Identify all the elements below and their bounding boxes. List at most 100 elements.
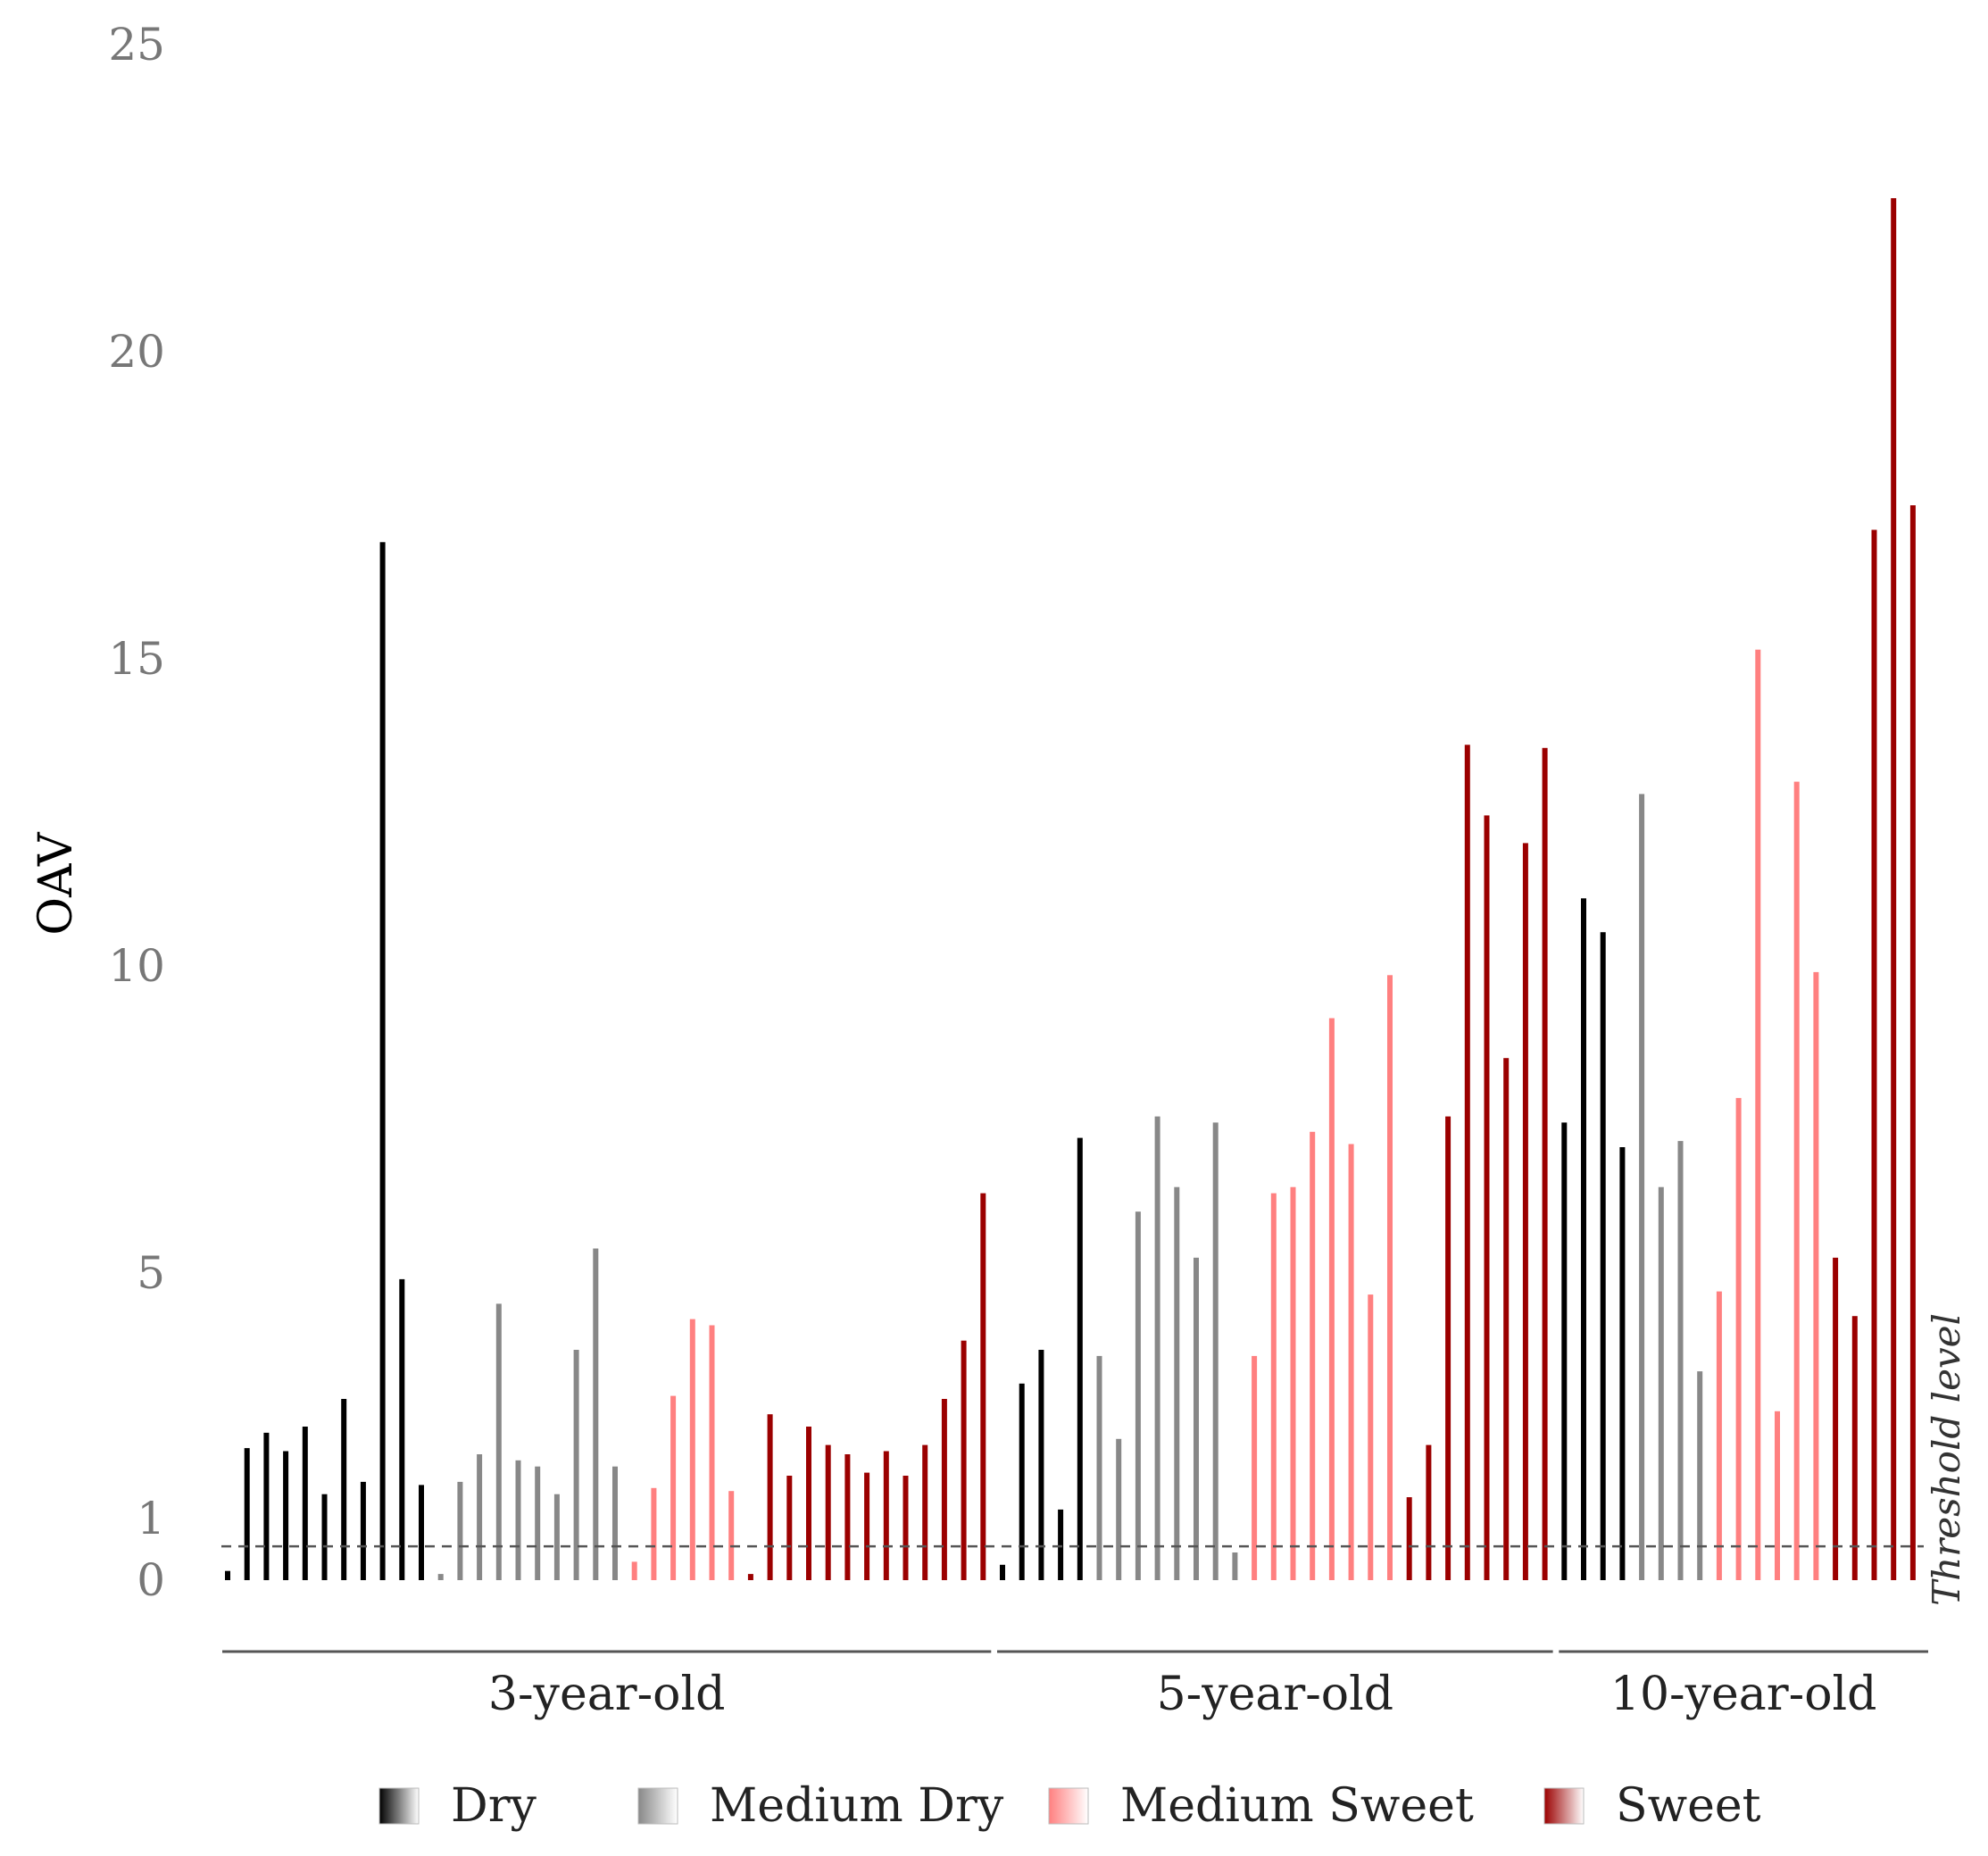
threshold: Threshold level [221, 1313, 1968, 1606]
bar [515, 1460, 521, 1580]
bar [1387, 975, 1393, 1580]
bar [1406, 1497, 1412, 1580]
y-tick-label: 1 [137, 1493, 165, 1544]
bar [1252, 1355, 1258, 1580]
bar [1851, 1316, 1858, 1580]
bar [1212, 1122, 1219, 1580]
bar [477, 1454, 483, 1580]
bar [1194, 1257, 1199, 1580]
bar [1484, 815, 1490, 1580]
bar [1793, 781, 1800, 1580]
bar [341, 1399, 347, 1580]
bar [689, 1319, 695, 1580]
legend-label: Sweet [1616, 1779, 1761, 1833]
bar [903, 1476, 909, 1580]
bar [709, 1325, 715, 1580]
bar [1639, 794, 1645, 1580]
bar [244, 1448, 250, 1580]
y-tick-label: 15 [108, 633, 165, 685]
legend: Dry Medium Dry Medium Sweet Sweet [378, 1779, 1761, 1833]
bar [1891, 198, 1897, 1580]
y-tick-label: 0 [137, 1554, 165, 1606]
bar [728, 1491, 735, 1580]
bar [1677, 1141, 1684, 1580]
bar [379, 542, 386, 1580]
bar [1600, 932, 1606, 1580]
bar [1096, 1355, 1102, 1580]
bar [360, 1481, 366, 1580]
bar [1755, 649, 1761, 1581]
bar [593, 1248, 599, 1580]
group-label: 10-year-old [1610, 1668, 1877, 1721]
threshold-label: Threshold level [1925, 1313, 1968, 1606]
bar [612, 1466, 618, 1580]
bar [495, 1303, 502, 1580]
legend-label: Dry [451, 1779, 537, 1833]
bar [786, 1476, 793, 1580]
bar [1328, 1018, 1335, 1580]
bar [1426, 1444, 1432, 1580]
bar [1135, 1211, 1141, 1580]
bar [225, 1570, 230, 1580]
bar [573, 1350, 579, 1580]
bar [922, 1444, 928, 1580]
bar [1019, 1383, 1025, 1580]
bar [553, 1494, 560, 1580]
legend-label: Medium Sweet [1120, 1779, 1474, 1833]
bar [1174, 1186, 1180, 1580]
y-tick-label: 25 [108, 19, 165, 71]
bar [1000, 1564, 1005, 1580]
bar [283, 1451, 289, 1580]
y-axis-title: OAV [29, 831, 83, 936]
bar [1077, 1137, 1083, 1580]
bar [457, 1481, 463, 1580]
bar [651, 1487, 657, 1580]
bar [263, 1432, 270, 1580]
bar [1348, 1144, 1354, 1580]
bar [1522, 843, 1528, 1580]
group-brackets: 3-year-old 5-year-old 10-year-old [222, 1650, 1928, 1721]
bar [1619, 1147, 1626, 1580]
bar [1058, 1509, 1064, 1580]
bar [1833, 1257, 1839, 1580]
bars [225, 198, 1916, 1581]
legend-swatch [637, 1787, 678, 1825]
bar [302, 1427, 308, 1580]
bar [1154, 1116, 1160, 1580]
legend-swatch [378, 1787, 420, 1825]
bar [1813, 971, 1819, 1580]
bar [1445, 1116, 1451, 1580]
bar [844, 1454, 851, 1580]
group-label: 5-year-old [1157, 1668, 1393, 1721]
bar [941, 1399, 947, 1580]
bar [399, 1278, 405, 1580]
bar [1909, 505, 1916, 1580]
bar [437, 1574, 444, 1580]
bar [1232, 1552, 1238, 1580]
group-label: 3-year-old [488, 1668, 725, 1721]
bar [1542, 747, 1548, 1580]
bar [825, 1444, 831, 1580]
bar [631, 1561, 637, 1580]
bar [1561, 1122, 1568, 1580]
bar [1503, 1058, 1510, 1580]
legend-swatch [1048, 1787, 1089, 1825]
bar [1290, 1186, 1296, 1580]
bar [1038, 1350, 1044, 1580]
y-tick-label: 5 [137, 1247, 165, 1299]
bar [1581, 898, 1586, 1580]
bar [1775, 1411, 1780, 1580]
bar [321, 1494, 328, 1580]
bar [1658, 1186, 1664, 1580]
bar [535, 1466, 541, 1580]
y-tick-label: 10 [108, 940, 165, 992]
bar [1735, 1097, 1742, 1580]
bar [1464, 745, 1470, 1580]
bar [806, 1427, 811, 1580]
bar [1270, 1193, 1277, 1580]
bar [1697, 1371, 1703, 1580]
bar [1116, 1438, 1122, 1580]
